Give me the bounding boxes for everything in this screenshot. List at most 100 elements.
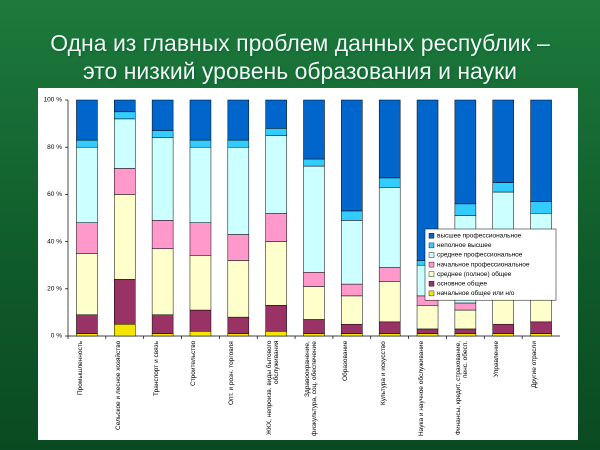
bar-segment	[303, 333, 325, 337]
bar-segment	[227, 260, 250, 318]
bar-segment	[151, 248, 174, 316]
bar-segment	[265, 213, 287, 242]
x-tick-label: Строительство	[190, 341, 198, 387]
y-tick-label: 60 %	[47, 191, 62, 198]
legend-swatch	[428, 271, 435, 277]
bar-segment	[416, 333, 439, 337]
slide-title: Одна из главных проблем данных республик…	[50, 30, 550, 56]
bar-segment	[76, 146, 98, 223]
bar-segment	[151, 333, 174, 337]
bar-segment	[189, 99, 212, 141]
bar-segment	[227, 234, 250, 261]
bar-segment	[189, 146, 212, 223]
legend-label: начальное профессиональное	[437, 261, 530, 268]
bar-segment	[530, 333, 552, 337]
legend-label: основное общее	[437, 280, 487, 288]
bar-segment	[114, 111, 136, 120]
x-tick-label: Промышленность	[76, 341, 84, 396]
bar-segment	[341, 283, 363, 297]
bar-segment	[454, 333, 477, 337]
bar-segment	[76, 222, 98, 254]
bar-segment	[265, 99, 287, 129]
bar-segment	[378, 267, 401, 282]
bar-segment	[492, 333, 514, 337]
bar-segment	[454, 309, 477, 330]
bar-segment	[189, 255, 212, 311]
bar-segment	[189, 139, 212, 148]
bar-segment	[454, 302, 477, 311]
bar-segment	[492, 323, 514, 334]
bar-segment	[378, 187, 401, 268]
legend-label: высшее профессиональное	[437, 233, 522, 240]
bar-segment	[151, 99, 174, 131]
bar-segment	[454, 203, 477, 216]
bar-segment	[303, 158, 325, 167]
bar-segment	[303, 319, 325, 334]
x-tick-label: Сельское и лесное хозяйство	[114, 341, 122, 431]
bar-segment	[151, 314, 174, 334]
legend-swatch	[428, 290, 435, 297]
x-tick-label: Образование	[341, 341, 349, 382]
x-tick-label: Финансы, кредит, страхование, пенс. обес…	[455, 341, 470, 436]
legend-label: среднее (полное) общее	[437, 270, 512, 278]
bar-segment	[378, 177, 401, 188]
bar-segment	[76, 314, 98, 334]
bar-segment	[189, 309, 212, 332]
bar-segment	[303, 286, 325, 320]
bar-segment	[378, 99, 401, 179]
bar-segment	[227, 99, 250, 141]
bar-segment	[454, 99, 477, 205]
bar-segment	[227, 316, 250, 334]
bar-segment	[530, 201, 552, 214]
legend-label: начальное общее или н/о	[437, 289, 515, 297]
bar-segment	[341, 99, 363, 212]
y-tick-label: 20 %	[47, 286, 62, 293]
bar-segment	[114, 279, 136, 325]
x-tick-label: Другие отрасли	[531, 341, 539, 388]
bar-segment	[341, 323, 363, 334]
x-tick-label: Культура и искусство	[379, 341, 387, 405]
legend-swatch	[428, 252, 435, 258]
bar-segment	[114, 168, 136, 195]
bar-segment	[114, 323, 136, 337]
bar-segment	[265, 241, 287, 306]
legend-label: неполное высшее	[437, 242, 492, 249]
x-tick-label: Опт. и розн. торговля	[228, 341, 236, 405]
x-tick-label: Наука и научное обслуживание	[417, 341, 425, 437]
bar-segment	[454, 328, 477, 334]
bar-segment	[189, 222, 212, 257]
bar-segment	[227, 146, 250, 235]
bar-segment	[76, 139, 98, 148]
bar-segment	[416, 305, 439, 330]
bar-segment	[265, 128, 287, 136]
x-tick-label: ЖКХ, непроизв. виды бытового обслуживани…	[266, 341, 281, 436]
slide-title: это низкий уровень образования и науки	[83, 58, 517, 84]
bar-segment	[492, 99, 514, 183]
y-tick-label: 100 %	[44, 97, 63, 104]
bar-segment	[378, 321, 401, 334]
bar-segment	[114, 194, 136, 280]
legend-swatch	[428, 233, 435, 239]
bar-segment	[227, 333, 250, 337]
x-tick-label: Транспорт и связь	[152, 341, 160, 397]
x-tick-label: Управление	[493, 341, 501, 378]
y-tick-label: 0 %	[51, 333, 62, 340]
bar-segment	[303, 165, 325, 273]
bar-segment	[114, 99, 136, 113]
bar-segment	[378, 281, 401, 323]
bar-segment	[378, 333, 401, 337]
bar-segment	[341, 220, 363, 285]
bar-segment	[265, 331, 287, 337]
bar-segment	[265, 305, 287, 332]
bar-segment	[530, 99, 552, 202]
bar-segment	[341, 333, 363, 337]
bar-segment	[341, 210, 363, 221]
bar-segment	[303, 99, 325, 160]
bar-segment	[341, 295, 363, 325]
y-tick-label: 80 %	[47, 144, 62, 151]
legend-swatch	[428, 261, 435, 268]
bar-segment	[416, 328, 439, 334]
bar-segment	[114, 118, 136, 169]
